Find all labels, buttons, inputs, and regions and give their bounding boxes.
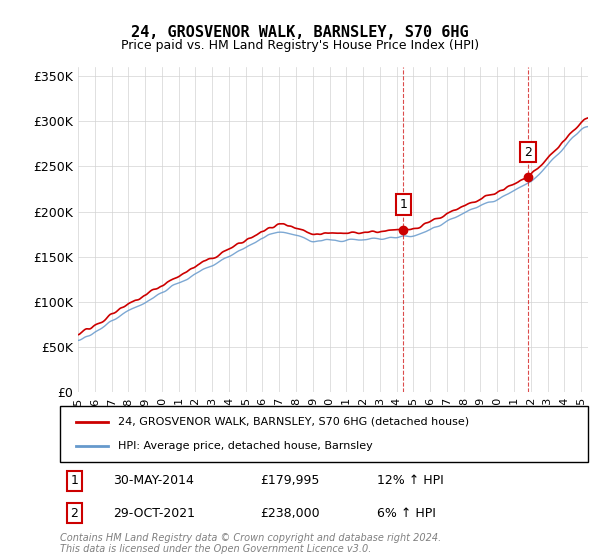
Text: 1: 1: [71, 474, 79, 487]
Text: 2: 2: [71, 507, 79, 520]
Text: 1: 1: [400, 198, 407, 211]
Text: 29-OCT-2021: 29-OCT-2021: [113, 507, 195, 520]
Text: £179,995: £179,995: [260, 474, 320, 487]
Text: 30-MAY-2014: 30-MAY-2014: [113, 474, 194, 487]
Text: Contains HM Land Registry data © Crown copyright and database right 2024.
This d: Contains HM Land Registry data © Crown c…: [60, 533, 441, 554]
Text: 12% ↑ HPI: 12% ↑ HPI: [377, 474, 443, 487]
Text: 2: 2: [524, 146, 532, 158]
FancyBboxPatch shape: [60, 406, 588, 462]
Text: Price paid vs. HM Land Registry's House Price Index (HPI): Price paid vs. HM Land Registry's House …: [121, 39, 479, 52]
Text: 24, GROSVENOR WALK, BARNSLEY, S70 6HG (detached house): 24, GROSVENOR WALK, BARNSLEY, S70 6HG (d…: [118, 417, 469, 427]
Text: £238,000: £238,000: [260, 507, 320, 520]
Text: 6% ↑ HPI: 6% ↑ HPI: [377, 507, 436, 520]
Text: HPI: Average price, detached house, Barnsley: HPI: Average price, detached house, Barn…: [118, 441, 373, 451]
Text: 24, GROSVENOR WALK, BARNSLEY, S70 6HG: 24, GROSVENOR WALK, BARNSLEY, S70 6HG: [131, 25, 469, 40]
